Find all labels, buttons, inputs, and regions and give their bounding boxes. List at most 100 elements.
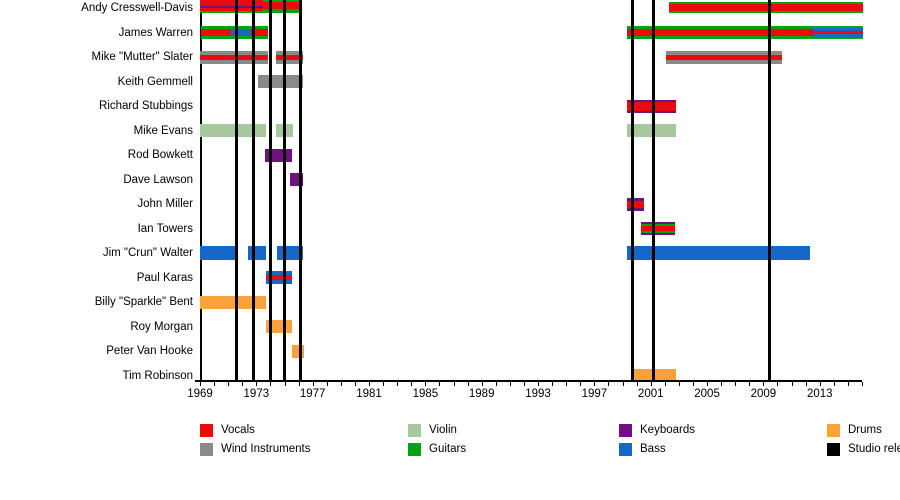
member-label: Tim Robinson [122, 369, 193, 382]
legend-label: Vocals [221, 424, 255, 436]
bar-stripe-green [640, 231, 675, 233]
bar-stripe-purple [626, 197, 644, 201]
axis-tick [538, 382, 540, 386]
member-label: Mike "Mutter" Slater [91, 51, 193, 63]
timeline-bar [669, 2, 864, 13]
bar-stripe-green [640, 224, 675, 226]
axis-tick [594, 382, 596, 386]
bar-stripe-green [669, 2, 864, 4]
year-label: 1973 [243, 388, 270, 400]
legend-item: Drums [827, 424, 900, 438]
timeline-bar [266, 271, 292, 284]
timeline-bar [257, 75, 303, 88]
bar-stripe-red [640, 226, 675, 231]
bar-stripe-red [201, 29, 231, 36]
legend-item: Violin [408, 424, 598, 438]
axis-tick [439, 382, 441, 386]
member-label: Jim "Crun" Walter [102, 247, 193, 259]
legend-swatch-red [200, 424, 213, 437]
legend-label: Keyboards [640, 424, 695, 436]
axis-tick [763, 382, 765, 386]
bar-stripe-gray [666, 59, 782, 64]
studio-release-line [268, 0, 272, 380]
timeline-bar [200, 246, 237, 260]
axis-tick [622, 382, 624, 386]
bar-stripe-red [812, 31, 864, 34]
bar-stripe-purple [626, 110, 677, 113]
timeline-bar [666, 50, 782, 64]
bar-stripe-blue [200, 246, 237, 260]
axis-tick [552, 382, 554, 386]
legend-item: Studio release [827, 442, 900, 457]
bar-stripe-green [201, 36, 231, 39]
bar-stripe-red [276, 54, 303, 60]
bar-stripe-green [812, 26, 864, 28]
axis-tick [256, 382, 258, 386]
axis-tick [425, 382, 427, 386]
timeline-bar [263, 0, 300, 13]
timeline-bar [230, 26, 251, 39]
member-label: Roy Morgan [130, 320, 193, 333]
axis-tick [791, 382, 793, 386]
timeline-bar [200, 295, 267, 309]
bar-stripe-green [230, 36, 251, 39]
year-label: 1985 [412, 388, 439, 400]
axis-tick [326, 382, 328, 386]
legend-swatch-blue [619, 442, 632, 456]
bar-stripe-blue [266, 280, 292, 284]
timeline-bar [200, 50, 268, 64]
bar-stripe-red [626, 101, 677, 111]
axis-tick [664, 382, 666, 386]
legend-item: Wind Instruments [200, 442, 390, 457]
bar-stripe-red [200, 54, 268, 60]
member-label: Rod Bowkett [127, 149, 193, 161]
bar-stripe-purple [626, 99, 677, 102]
axis-tick [298, 382, 300, 386]
axis-tick [566, 382, 568, 386]
axis-tick [228, 382, 230, 386]
bar-stripe-blue [230, 29, 251, 36]
year-label: 1981 [356, 388, 382, 400]
x-axis-line [195, 380, 862, 382]
member-label: John Miller [137, 198, 193, 210]
bar-stripe-green [263, 0, 300, 2]
plot-left-border [200, 0, 202, 380]
year-label: 2005 [694, 388, 720, 400]
timeline-bar [626, 124, 677, 137]
member-label: Andy Cresswell-Davis [81, 2, 193, 14]
timeline-bar [626, 99, 677, 113]
year-label: 1977 [299, 388, 326, 400]
bar-stripe-purple [640, 222, 675, 224]
member-label: Keith Gemmell [117, 75, 193, 88]
legend-swatch-lightgreen [408, 424, 421, 437]
axis-tick [200, 382, 201, 386]
studio-release-line [298, 0, 302, 380]
legend-label: Violin [429, 424, 457, 436]
bar-stripe-red [626, 29, 813, 36]
bar-stripe-orange [200, 295, 267, 309]
legend-item: Keyboards [619, 424, 809, 438]
axis-tick [284, 382, 286, 386]
year-label: 1989 [468, 388, 495, 400]
member-label: Ian Towers [137, 222, 193, 235]
member-label: Mike Evans [133, 124, 193, 137]
bar-stripe-lightgreen [626, 124, 677, 137]
legend-label: Wind Instruments [221, 442, 311, 455]
bar-stripe-blue [247, 246, 267, 260]
axis-tick [735, 382, 737, 386]
axis-tick [692, 382, 694, 386]
axis-tick [777, 382, 779, 386]
axis-tick [495, 382, 497, 386]
axis-tick [707, 382, 709, 386]
legend-label: Studio release [848, 442, 900, 455]
axis-tick [214, 382, 216, 386]
bar-stripe-red [626, 200, 644, 208]
axis-tick [523, 382, 525, 386]
bar-stripe-green [250, 36, 268, 39]
axis-tick [721, 382, 723, 386]
member-label: Richard Stubbings [99, 100, 193, 112]
member-label: James Warren [118, 26, 193, 39]
bar-stripe-gray [257, 75, 303, 88]
studio-release-line [630, 0, 634, 380]
